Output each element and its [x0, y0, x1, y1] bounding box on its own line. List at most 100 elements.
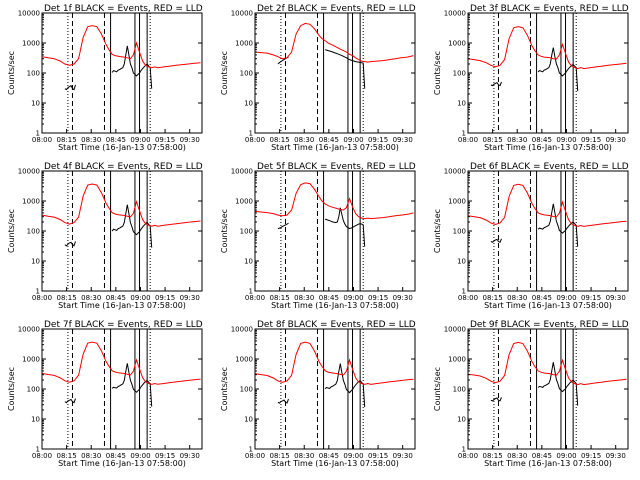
- y-axis-label: Counts/sec: [433, 367, 442, 411]
- chart-panel-7: Det 7f BLACK = Events, RED = LLD 1 10 100 10…: [7, 320, 203, 468]
- x-axis-label: Start Time (16-Jan-13 07:58:00): [484, 143, 612, 152]
- events-series-line: [277, 222, 289, 230]
- x-tick-label: 08:30: [81, 136, 101, 144]
- x-tick-label: 09:15: [368, 452, 388, 460]
- y-tick-label: 10: [244, 258, 253, 266]
- x-tick-label: 08:15: [483, 136, 503, 144]
- x-axis-label: Start Time (16-Jan-13 07:58:00): [58, 301, 186, 310]
- y-tick-label: 1: [36, 446, 40, 454]
- events-series-line: [537, 362, 579, 406]
- events-series-line: [490, 397, 502, 402]
- y-tick-label: 1000: [448, 198, 466, 206]
- lld-series-line: [41, 341, 201, 385]
- y-tick-label: 100: [27, 228, 40, 236]
- x-tick-label: 08:30: [294, 294, 314, 302]
- plot-frame: [467, 12, 629, 134]
- panel-title: Det 2f BLACK = Events, RED = LLD: [257, 4, 416, 14]
- events-series-line: [490, 81, 502, 87]
- x-axis-label: Start Time (16-Jan-13 07:58:00): [271, 301, 399, 310]
- chart-panel-2: Det 2f BLACK = Events, RED = LLD 1 10 100 10…: [220, 4, 416, 152]
- events-series-line: [537, 47, 579, 92]
- x-tick-label: 09:30: [606, 136, 626, 144]
- y-tick-label: 1000: [22, 198, 40, 206]
- plot-frame: [41, 12, 203, 134]
- x-tick-label: 08:45: [319, 294, 339, 302]
- y-tick-label: 10: [31, 258, 40, 266]
- panel-title: Det 4f BLACK = Events, RED = LLD: [44, 162, 203, 172]
- x-tick-label: 09:30: [606, 452, 626, 460]
- plot-frame: [254, 328, 416, 450]
- chart-panel-8: Det 8f BLACK = Events, RED = LLD 1 10 100 10…: [220, 320, 416, 468]
- panel-title: Det 5f BLACK = Events, RED = LLD: [257, 162, 416, 172]
- events-series-line: [324, 363, 366, 408]
- y-axis-label: Counts/sec: [433, 209, 442, 253]
- y-axis-label: Counts/sec: [7, 367, 16, 411]
- events-series-line: [324, 49, 366, 89]
- x-tick-label: 08:00: [245, 294, 265, 302]
- lld-series-line: [41, 183, 201, 227]
- y-tick-label: 100: [27, 70, 40, 78]
- plot-frame: [41, 170, 203, 292]
- x-tick-label: 08:15: [483, 294, 503, 302]
- y-tick-label: 10: [244, 100, 253, 108]
- chart-panel-5: Det 5f BLACK = Events, RED = LLD 1 10 100 10…: [220, 162, 416, 310]
- x-tick-label: 08:15: [270, 452, 290, 460]
- y-tick-label: 1: [36, 130, 40, 138]
- x-tick-label: 08:30: [507, 452, 527, 460]
- x-axis-label: Start Time (16-Jan-13 07:58:00): [58, 459, 186, 468]
- x-tick-label: 08:00: [245, 452, 265, 460]
- y-tick-label: 100: [453, 228, 466, 236]
- panel-title: Det 7f BLACK = Events, RED = LLD: [44, 320, 203, 330]
- x-tick-label: 09:00: [556, 136, 576, 144]
- panel-title: Det 9f BLACK = Events, RED = LLD: [470, 320, 629, 330]
- events-series-line: [111, 45, 153, 89]
- y-tick-label: 1000: [235, 356, 253, 364]
- x-tick-label: 09:15: [155, 136, 175, 144]
- y-tick-label: 100: [240, 228, 253, 236]
- x-axis-label: Start Time (16-Jan-13 07:58:00): [271, 459, 399, 468]
- x-tick-label: 09:30: [393, 452, 413, 460]
- x-axis-label: Start Time (16-Jan-13 07:58:00): [484, 459, 612, 468]
- x-tick-label: 09:00: [130, 294, 150, 302]
- x-tick-label: 08:45: [532, 294, 552, 302]
- x-tick-label: 08:00: [458, 294, 478, 302]
- x-tick-label: 09:30: [606, 294, 626, 302]
- x-tick-label: 08:15: [270, 136, 290, 144]
- y-tick-label: 1000: [22, 40, 40, 48]
- x-tick-label: 09:00: [556, 294, 576, 302]
- x-tick-label: 08:45: [106, 452, 126, 460]
- y-tick-label: 100: [453, 70, 466, 78]
- x-tick-label: 09:15: [581, 452, 601, 460]
- x-tick-label: 09:15: [581, 136, 601, 144]
- y-axis-label: Counts/sec: [220, 209, 229, 253]
- x-tick-label: 08:30: [507, 136, 527, 144]
- events-series-line: [277, 398, 289, 404]
- y-axis-label: Counts/sec: [7, 51, 16, 95]
- x-tick-label: 08:15: [57, 452, 77, 460]
- x-tick-label: 08:45: [106, 294, 126, 302]
- y-tick-label: 1: [462, 288, 466, 296]
- y-tick-label: 100: [240, 70, 253, 78]
- events-series-line: [324, 207, 366, 247]
- lld-series-line: [254, 341, 414, 385]
- plot-frame: [254, 12, 416, 134]
- x-tick-label: 08:30: [81, 452, 101, 460]
- y-tick-label: 100: [240, 386, 253, 394]
- plot-frame: [41, 328, 203, 450]
- panel-title: Det 8f BLACK = Events, RED = LLD: [257, 320, 416, 330]
- y-tick-label: 10000: [444, 10, 466, 18]
- x-tick-label: 08:15: [483, 452, 503, 460]
- x-axis-label: Start Time (16-Jan-13 07:58:00): [271, 143, 399, 152]
- chart-panel-3: Det 3f BLACK = Events, RED = LLD 1 10 100 10…: [433, 4, 629, 152]
- panel-title: Det 6f BLACK = Events, RED = LLD: [470, 162, 629, 172]
- x-tick-label: 09:00: [556, 452, 576, 460]
- events-series-line: [490, 238, 502, 244]
- y-axis-label: Counts/sec: [433, 51, 442, 95]
- x-tick-label: 08:00: [458, 452, 478, 460]
- events-series-line: [537, 203, 579, 247]
- y-tick-label: 10000: [18, 326, 40, 334]
- lld-series-line: [467, 341, 627, 386]
- x-tick-label: 08:15: [57, 294, 77, 302]
- chart-panel-9: Det 9f BLACK = Events, RED = LLD 1 10 100 10…: [433, 320, 629, 468]
- plot-frame: [254, 170, 416, 292]
